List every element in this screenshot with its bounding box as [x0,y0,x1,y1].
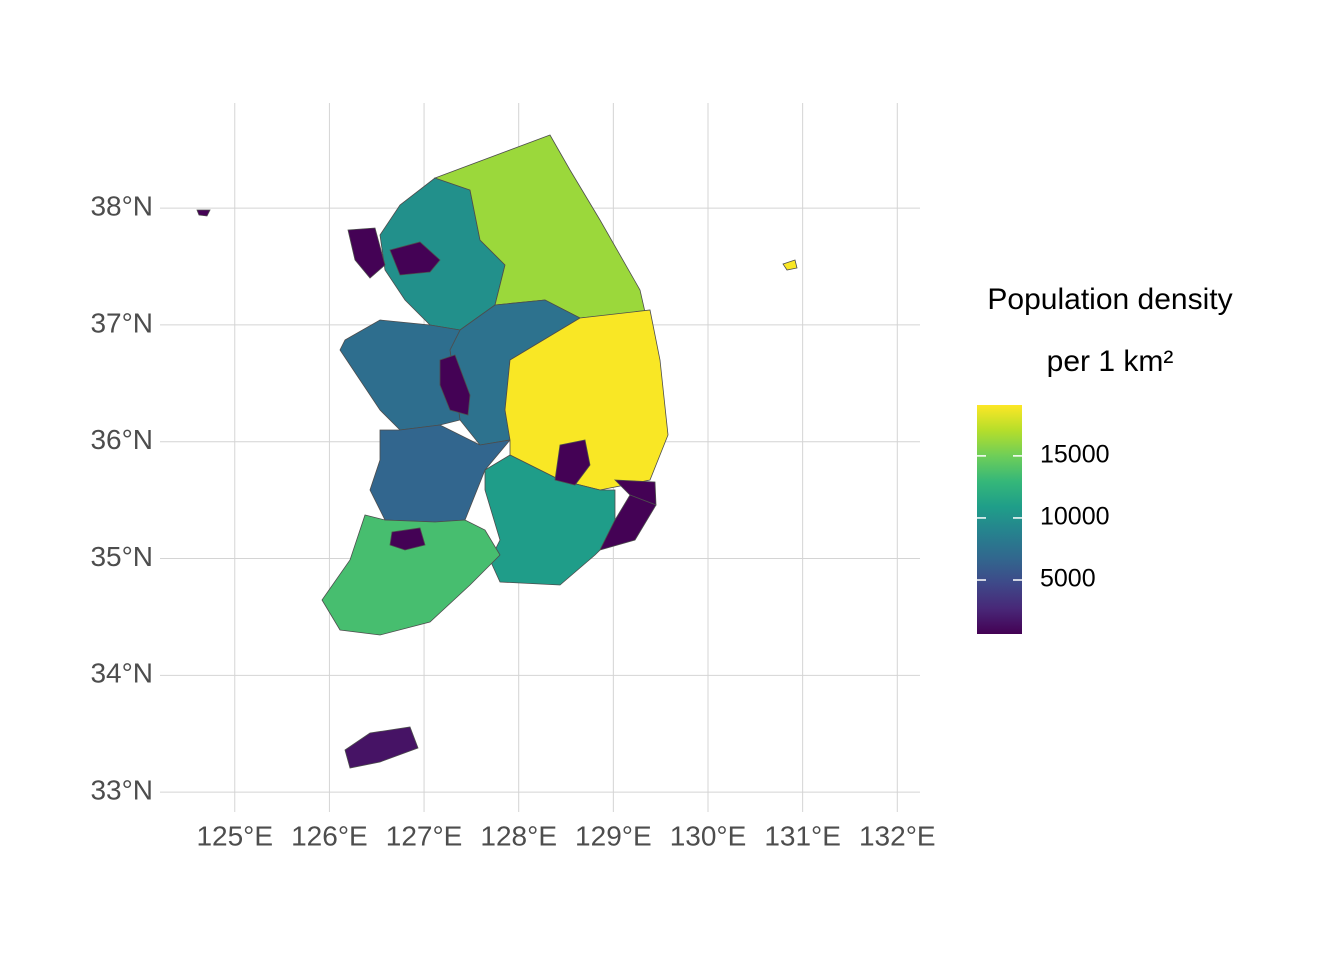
x-tick-label: 132°E [859,820,936,851]
region [196,209,386,279]
region [369,424,511,523]
region [439,354,471,416]
region [599,494,657,551]
y-tick-label: 37°N [90,307,153,338]
y-tick-label: 33°N [90,775,153,806]
legend-title: Population density [987,283,1232,316]
region [484,454,616,586]
region [389,527,426,551]
region [344,726,419,769]
colorbar-label: 5000 [1040,565,1096,593]
y-tick-label: 35°N [90,541,153,572]
colorbar-label: 15000 [1040,440,1110,468]
y-tick-label: 36°N [90,424,153,455]
x-tick-label: 131°E [764,820,841,851]
x-tick-label: 130°E [670,820,747,851]
region [339,319,461,431]
region [389,241,441,276]
region [321,514,501,636]
x-tick-label: 125°E [196,820,273,851]
x-tick-label: 129°E [575,820,652,851]
colorbar-label: 10000 [1040,503,1110,531]
x-tick-label: 127°E [386,820,463,851]
y-tick-label: 34°N [90,658,153,689]
region [554,439,591,486]
legend-title: per 1 km² [1047,345,1174,378]
x-tick-label: 128°E [480,820,557,851]
x-tick-label: 126°E [291,820,368,851]
colorbar [977,405,1022,634]
y-tick-label: 38°N [90,191,153,222]
